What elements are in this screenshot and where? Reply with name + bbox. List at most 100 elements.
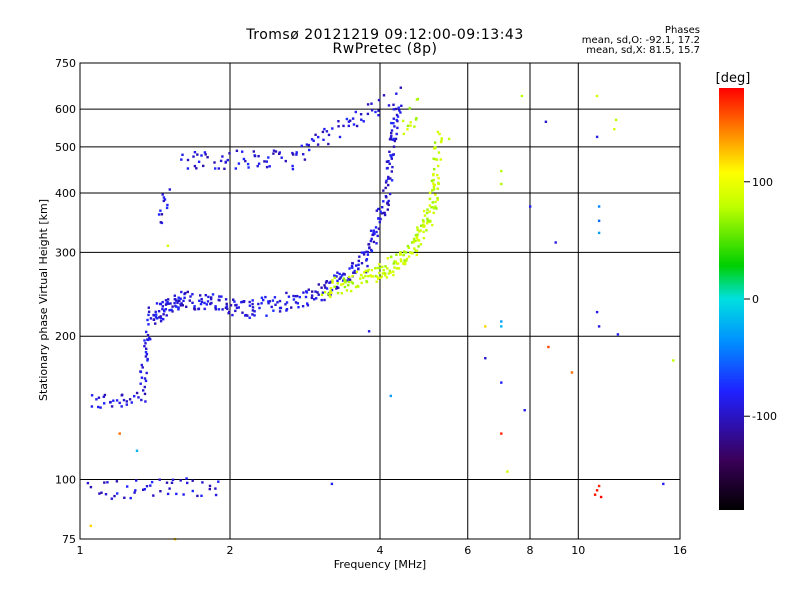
data-point (168, 487, 171, 490)
data-point (161, 300, 164, 304)
data-point (162, 196, 166, 199)
data-point (382, 94, 386, 97)
data-point (284, 159, 287, 163)
data-point (158, 478, 161, 481)
chart-title: Tromsø 20121219 09:12:00-09:13:43 (246, 27, 524, 43)
data-point (422, 230, 425, 234)
data-point (268, 165, 271, 168)
data-point (292, 153, 295, 156)
plot-frame (79, 62, 681, 540)
data-point (447, 137, 451, 141)
data-point (323, 127, 326, 131)
data-point (232, 298, 235, 301)
data-point (278, 299, 282, 303)
data-point (162, 199, 165, 203)
data-point (408, 107, 411, 110)
y-tick-label: 300 (55, 246, 76, 259)
data-point (375, 242, 378, 245)
data-point (268, 300, 271, 303)
data-point (199, 294, 202, 297)
data-point (173, 294, 176, 297)
data-point (227, 312, 230, 315)
data-point (147, 306, 150, 309)
y-tick-label: 750 (55, 57, 76, 70)
data-point (405, 257, 409, 261)
data-point (351, 262, 354, 265)
data-point (384, 181, 388, 184)
data-point (347, 284, 350, 287)
data-point (144, 342, 147, 345)
data-point (413, 125, 416, 128)
data-point (398, 109, 401, 112)
data-point (392, 270, 395, 273)
data-point (251, 309, 255, 312)
data-point (484, 357, 487, 360)
data-point (112, 399, 115, 402)
data-point (388, 162, 391, 165)
data-point (395, 267, 399, 270)
data-point (135, 391, 139, 395)
data-point (263, 160, 266, 163)
data-point (414, 118, 418, 121)
data-point (170, 481, 174, 484)
data-point (662, 482, 665, 486)
data-point (351, 117, 355, 120)
data-point (291, 151, 294, 155)
data-point (381, 265, 384, 269)
data-point (272, 152, 275, 155)
data-point (419, 243, 423, 246)
data-point (367, 275, 370, 278)
data-point (357, 263, 360, 266)
data-point (267, 302, 270, 305)
data-point (211, 293, 215, 296)
data-point (171, 305, 174, 308)
data-point (161, 305, 164, 308)
data-point (437, 177, 440, 180)
data-point (371, 275, 375, 278)
data-point (200, 494, 203, 497)
data-point (390, 157, 393, 160)
data-point (375, 280, 378, 283)
data-point (179, 297, 182, 300)
data-point (302, 153, 305, 156)
data-point (251, 299, 254, 302)
data-point (273, 296, 277, 299)
data-point (330, 288, 334, 292)
data-point (597, 484, 601, 488)
data-point (378, 267, 381, 270)
data-point (159, 302, 162, 306)
data-point (272, 309, 275, 312)
x-tick-label: 2 (227, 544, 234, 557)
data-point (397, 106, 400, 109)
data-point (356, 284, 359, 288)
data-point (325, 130, 329, 133)
data-point (180, 158, 183, 161)
data-point (292, 298, 296, 301)
data-point (389, 271, 392, 274)
data-point (284, 303, 287, 306)
data-point (434, 200, 437, 204)
data-point (324, 286, 327, 289)
data-point (159, 221, 162, 224)
y-axis-label: Stationary phase Virtual Height [km] (37, 199, 50, 401)
data-point (384, 265, 387, 268)
data-point (387, 175, 390, 179)
data-point (164, 299, 168, 302)
data-point (209, 297, 213, 301)
data-point (214, 308, 218, 311)
data-point (167, 302, 170, 305)
data-point (146, 318, 149, 322)
data-point (306, 302, 309, 305)
data-point (403, 261, 407, 264)
data-point (595, 135, 599, 139)
data-point (366, 270, 370, 273)
data-point (140, 398, 143, 402)
y-axis: 75 100 200 300 400 500 600 750 (55, 57, 76, 546)
data-point (301, 305, 305, 308)
data-point (179, 479, 182, 482)
data-point (145, 347, 148, 350)
data-point (340, 292, 343, 295)
data-point (321, 291, 325, 294)
data-point (248, 316, 251, 319)
data-point (225, 305, 229, 308)
